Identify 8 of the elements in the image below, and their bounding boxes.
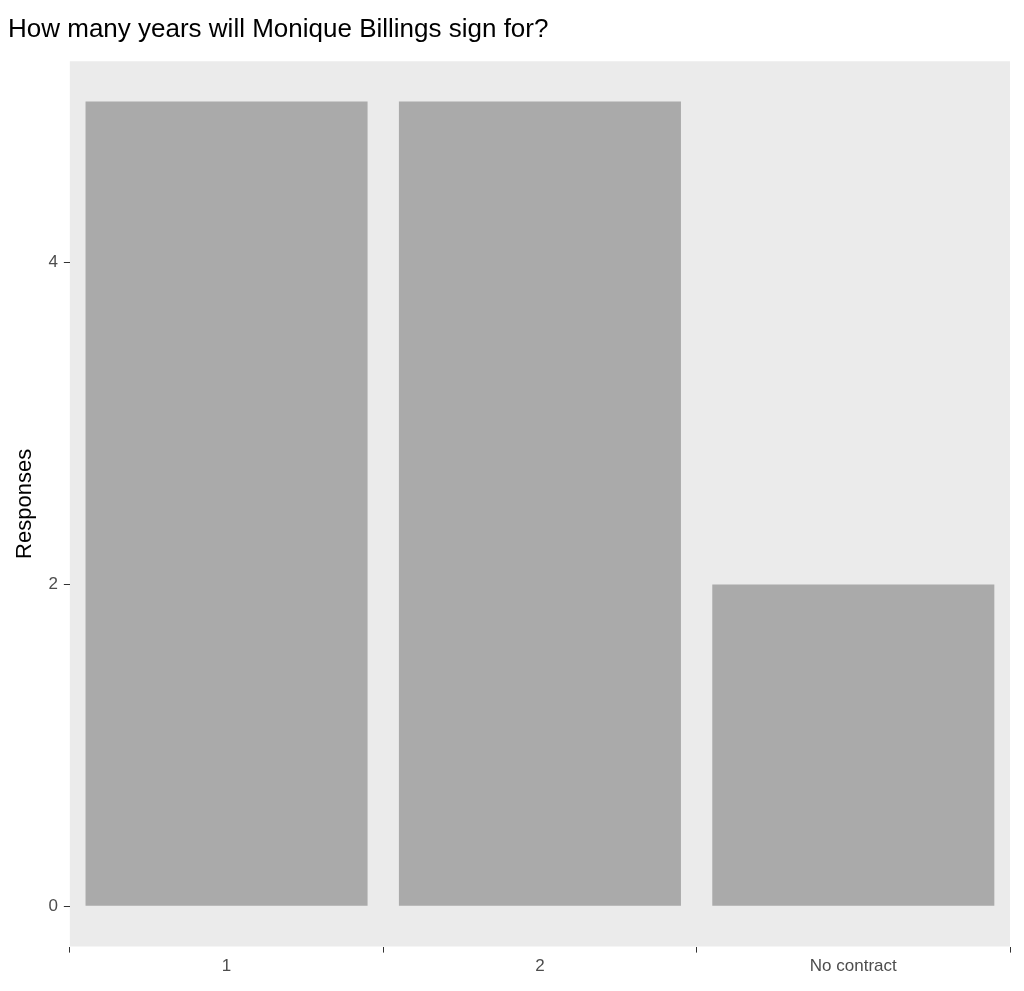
chart-title: How many years will Monique Billings sign for? — [8, 12, 549, 43]
y-axis-title: Responses — [11, 448, 37, 559]
x-tick-label: 1 — [221, 956, 232, 976]
y-tick-label: 0 — [48, 896, 58, 916]
y-tick-label: 2 — [48, 574, 58, 594]
y-tick-label: 4 — [48, 252, 58, 272]
x-tick-label: 2 — [535, 956, 545, 976]
x-tick-label: No contract — [809, 956, 898, 976]
